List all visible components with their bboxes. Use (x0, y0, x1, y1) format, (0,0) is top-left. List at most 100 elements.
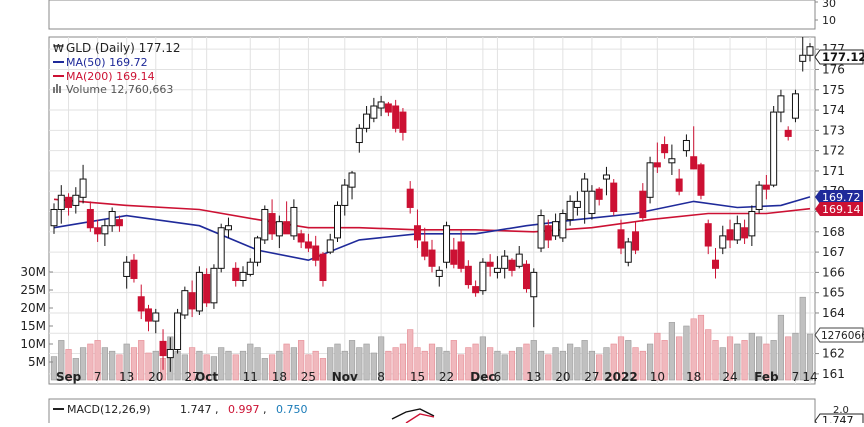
candle-body (632, 231, 640, 251)
candle (413, 209, 421, 249)
candle-body (784, 129, 792, 137)
volume-bar (370, 352, 377, 381)
macd-histogram-value: 0.750 (276, 403, 308, 416)
volume-bar (428, 343, 436, 381)
candle (334, 201, 341, 242)
candle (770, 105, 778, 188)
candle-body (101, 225, 109, 235)
candle (552, 213, 560, 240)
candle (348, 170, 356, 200)
candle-body (341, 184, 349, 206)
candle (777, 89, 785, 123)
candle (544, 219, 552, 249)
candle (624, 237, 632, 267)
volume-bar (348, 340, 356, 381)
candle (443, 221, 451, 269)
volume-bar (530, 340, 537, 381)
volume-bar (726, 336, 734, 381)
candle-body (283, 221, 291, 235)
candle (195, 266, 203, 316)
candle-body (79, 178, 87, 198)
candle (72, 187, 80, 214)
volume-bar (581, 340, 588, 381)
candle (457, 229, 465, 273)
volume-bar (138, 340, 145, 381)
candle-body (552, 221, 560, 237)
volume-bar (72, 358, 79, 381)
candle-body (130, 259, 138, 279)
candle (224, 217, 232, 238)
volume-bar (806, 333, 814, 381)
candle (697, 162, 705, 200)
volume-bar (777, 314, 785, 381)
candle (217, 223, 225, 273)
candle-body (450, 249, 458, 265)
candle (326, 233, 334, 255)
volume-bar (552, 347, 559, 381)
volume-bar (472, 343, 479, 381)
candle-body (217, 227, 225, 269)
macd-value: 1.747 (180, 403, 212, 416)
candle-body (254, 237, 262, 263)
ma200-box: 169.14 (815, 202, 863, 216)
candle-body (355, 127, 363, 144)
x-tick-label: 10 (650, 370, 665, 384)
candle-body (261, 208, 269, 241)
candle (65, 193, 73, 216)
y-tick-label: 173 (822, 123, 845, 137)
volume-bar (50, 356, 58, 381)
candle (115, 215, 123, 232)
candle (479, 258, 487, 295)
candle (304, 233, 312, 253)
candle (370, 97, 378, 123)
candle-body (646, 162, 654, 198)
candle-body (806, 46, 814, 56)
candle (108, 207, 116, 232)
candle-body (65, 196, 73, 208)
volume-bar (450, 340, 457, 381)
volume-bar (465, 347, 472, 381)
candle (537, 209, 545, 253)
candle (653, 142, 661, 173)
candle-body (334, 204, 341, 239)
candle (682, 134, 690, 157)
candle-body (726, 229, 734, 241)
x-tick-label: 2022 (604, 370, 637, 384)
candle-body (435, 269, 443, 277)
candle-body (275, 221, 283, 237)
candle-body (573, 200, 581, 208)
x-tick-label: Nov (332, 370, 358, 384)
price-panel: 1611621631641651661671681691701711721731… (20, 36, 864, 385)
candle (704, 219, 712, 255)
volume-bar (290, 347, 297, 381)
volume-bar (181, 354, 188, 381)
candle-body (384, 103, 392, 113)
candle (246, 258, 254, 277)
volume-bar (123, 343, 130, 381)
candle-body (57, 194, 65, 210)
volume-bar (116, 354, 123, 381)
candle (86, 201, 94, 232)
volume-bar (94, 340, 101, 381)
candle-body (392, 105, 400, 129)
ma200-value-label: 169.14 (822, 203, 861, 216)
candle (523, 260, 530, 293)
volume-bar (232, 354, 239, 381)
candle-body (203, 273, 211, 304)
candle (632, 221, 640, 255)
volume-bar (799, 296, 806, 381)
candle (268, 199, 276, 240)
volume-bar (203, 354, 210, 381)
candle (450, 237, 458, 269)
candle (341, 179, 349, 216)
candle (581, 172, 589, 224)
x-tick-label: 18 (272, 370, 287, 384)
candle (261, 205, 269, 244)
candle (130, 254, 138, 283)
candle (748, 205, 756, 247)
volume-bars (50, 296, 814, 381)
candle-body (602, 174, 610, 180)
x-tick-label: 20 (555, 370, 570, 384)
x-tick-label: 25 (301, 370, 316, 384)
volume-bar (298, 340, 305, 381)
